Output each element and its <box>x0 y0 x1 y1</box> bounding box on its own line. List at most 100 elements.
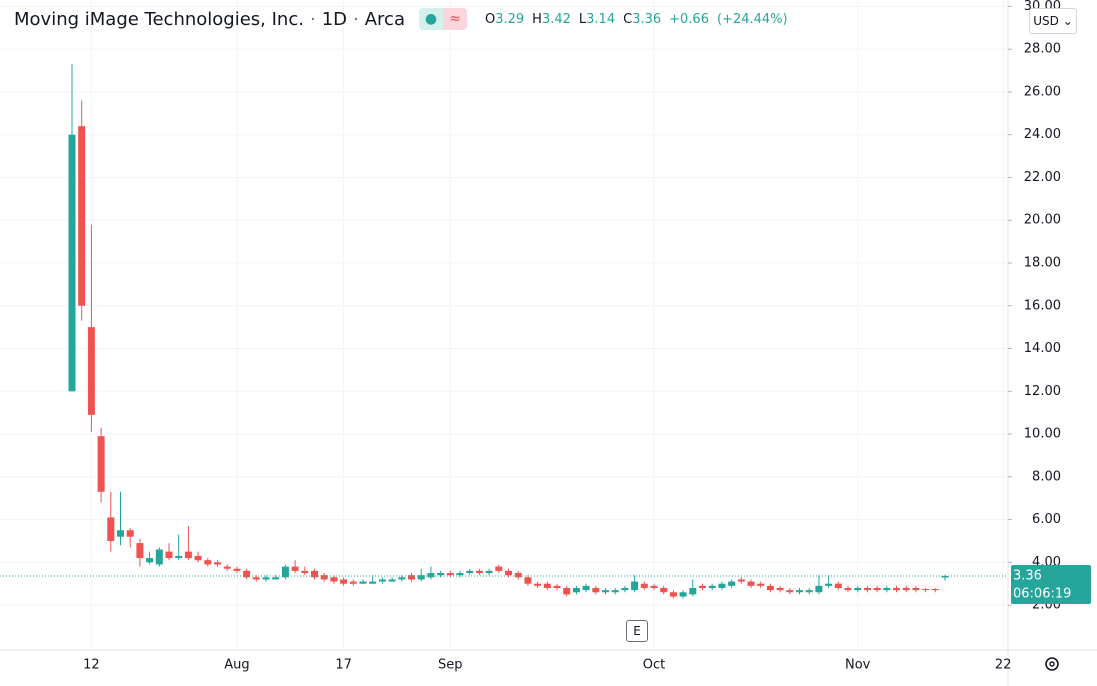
candle-body <box>97 436 105 492</box>
candle-body <box>194 555 202 561</box>
candle-body <box>68 134 76 392</box>
currency-button[interactable]: USD ⌄ <box>1029 8 1077 34</box>
candle-body <box>475 570 483 574</box>
candle-body <box>805 590 813 593</box>
candle-body <box>718 583 726 588</box>
x-tick-label: Nov <box>845 658 871 673</box>
candle-body <box>776 587 784 591</box>
earnings-label[interactable]: E <box>633 624 641 638</box>
legend-label: L <box>578 11 587 27</box>
symbol-title: Moving iMage Technologies, Inc. <box>14 8 304 30</box>
currency[interactable]: USD <box>1033 14 1059 28</box>
candle-body <box>592 587 600 593</box>
candle-body <box>514 573 522 578</box>
gear[interactable] <box>1045 657 1059 671</box>
candle-body <box>650 585 658 588</box>
y-tick-label: 10.00 <box>1024 427 1061 442</box>
gear-center[interactable] <box>1049 661 1055 667</box>
candle-body <box>107 517 115 541</box>
candle-body <box>340 579 348 584</box>
settings-icon[interactable] <box>1045 657 1059 671</box>
y-tick-label: 28.00 <box>1024 42 1061 57</box>
candle-body <box>893 587 900 591</box>
last-price-label: 3.36 <box>1013 569 1042 584</box>
legend-item: O3.29 <box>485 12 524 27</box>
candle-body <box>223 566 231 569</box>
candle-body <box>582 585 590 591</box>
x-tick-label: 22 <box>995 658 1012 673</box>
candle-body <box>466 570 474 574</box>
candle-body <box>78 126 86 306</box>
candle-body <box>485 570 493 574</box>
candle-body <box>369 581 377 584</box>
y-tick-label: 24.00 <box>1024 127 1061 142</box>
candle-body <box>572 587 580 593</box>
candle-body <box>524 577 532 584</box>
candle-body <box>301 570 309 574</box>
separator: · <box>309 8 316 30</box>
candle-body <box>252 577 260 580</box>
change: +0.66 <box>669 11 709 27</box>
interval[interactable]: 1D <box>321 8 347 30</box>
candle-body <box>708 585 716 588</box>
legend-item: H3.42 <box>532 12 571 27</box>
candle-body <box>796 590 803 593</box>
y-tick-label: 8.00 <box>1032 469 1061 484</box>
candle-body <box>165 551 173 559</box>
candle-body <box>320 575 328 580</box>
candle-body <box>408 575 415 580</box>
legend-label: H <box>532 11 542 27</box>
candle-body <box>155 549 163 565</box>
candle-body <box>534 583 542 586</box>
candle-body <box>262 577 270 580</box>
y-tick-label: 22.00 <box>1024 170 1061 185</box>
candle-body <box>631 581 639 591</box>
candle-body <box>388 579 396 582</box>
y-tick-label: 20.00 <box>1024 213 1061 228</box>
candle-body <box>737 579 745 582</box>
candle-body <box>912 587 920 591</box>
separator: · <box>353 8 359 30</box>
candle-body <box>621 587 629 591</box>
candle-body <box>184 551 192 559</box>
x-tick-label: 17 <box>335 658 352 673</box>
x-tick-label: Sep <box>438 658 463 673</box>
candle-body <box>378 579 386 582</box>
candle-body <box>243 570 251 578</box>
candle-body <box>922 589 930 591</box>
candle-body <box>766 585 774 591</box>
market-dot: ● <box>418 8 443 30</box>
candle-body <box>204 560 212 565</box>
last-price-box <box>1011 565 1091 605</box>
candle-body <box>136 543 144 559</box>
candle-body <box>602 590 609 593</box>
candle-body <box>679 592 687 597</box>
candle-body <box>543 583 551 588</box>
candle-body <box>669 592 677 597</box>
candle-body <box>330 577 338 582</box>
y-tick-label: 6.00 <box>1032 512 1061 527</box>
candle-body <box>941 576 949 578</box>
candle-body <box>417 575 425 580</box>
candle-body <box>175 555 183 559</box>
candle-body <box>902 587 910 591</box>
earnings-marker[interactable]: E <box>626 620 648 642</box>
legend-item: C3.36 <box>623 12 661 27</box>
candle-body <box>456 573 464 576</box>
status-pill[interactable]: ● ≈ <box>418 8 467 30</box>
y-tick-label: 18.00 <box>1024 255 1061 270</box>
grid <box>0 0 1008 650</box>
candle-body <box>398 577 406 580</box>
candle-body <box>699 585 706 588</box>
candle-body <box>117 530 124 537</box>
candle-body <box>854 587 862 591</box>
legend-value: 3.36 <box>632 11 662 27</box>
legend-label: C <box>623 11 633 27</box>
exchange: Arca <box>364 8 405 30</box>
x-tick-label: Aug <box>224 658 249 673</box>
ohlc-legend: O3.29 H3.42 L3.14 C3.36 +0.66 (+24.44%) <box>485 12 788 27</box>
candle-body <box>844 587 852 591</box>
